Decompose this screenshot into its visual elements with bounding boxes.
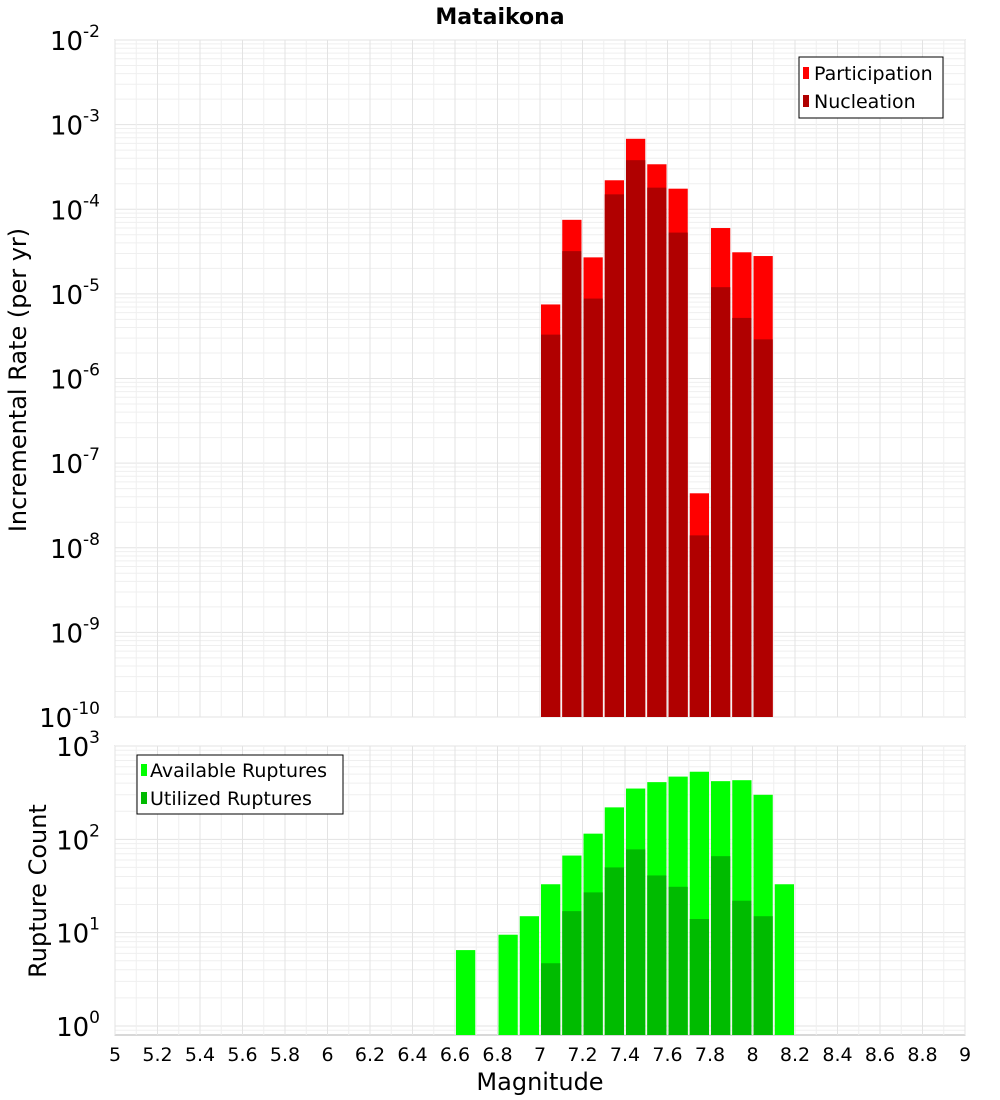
y-tick-label: 100 [56,1008,100,1043]
x-tick-label: 7.2 [567,1044,597,1066]
bar-nucleation [647,187,667,717]
bar-utilized-ruptures [647,875,667,1035]
top-y-axis-label: Incremental Rate (per yr) [4,228,32,532]
x-tick-label: 8.2 [780,1044,810,1066]
legend-label-utilized: Utilized Ruptures [150,788,312,810]
y-tick-label: 10-5 [50,276,100,311]
legend-swatch-utilized [141,792,147,804]
x-tick-label: 8.8 [907,1044,937,1066]
y-tick-label: 10-9 [50,614,100,649]
bottom-y-axis-label: Rupture Count [24,804,52,978]
bar-utilized-ruptures [753,916,773,1035]
bar-available-ruptures [519,916,539,1035]
bar-available-ruptures [774,884,794,1035]
bar-utilized-ruptures [604,867,624,1035]
bar-utilized-ruptures [732,900,752,1035]
x-tick-label: 6.6 [440,1044,470,1066]
top-gridlines [114,39,966,718]
bar-available-ruptures [498,934,518,1035]
bar-nucleation [668,232,688,717]
bar-nucleation [583,298,603,717]
bar-utilized-ruptures [668,886,688,1035]
x-tick-label: 7.6 [652,1044,682,1066]
bar-nucleation [689,535,709,717]
x-tick-label: 8 [746,1044,758,1066]
x-tick-labels: 5 5.2 5.4 5.6 5.8 6 6.2 6.4 6.6 6.8 7 7.2 7.4 7.6 7.8 8… [109,1044,971,1066]
top-legend-box [798,56,944,119]
y-tick-label: 10-6 [50,361,100,396]
y-tick-label: 103 [56,728,100,763]
bottom-legend: Available Ruptures Utilized Ruptures [136,754,344,815]
bar-nucleation [711,287,731,717]
bar-utilized-ruptures [626,849,646,1035]
legend-swatch-participation [803,67,809,79]
x-tick-label: 8.4 [822,1044,852,1066]
bar-utilized-ruptures [689,919,709,1035]
y-tick-label: 101 [56,915,100,950]
bar-available-ruptures [456,950,476,1035]
bottom-legend-box [136,754,344,815]
top-bars [541,138,773,718]
bar-nucleation [732,317,752,717]
bar-utilized-ruptures [562,911,582,1035]
x-tick-label: 5.2 [142,1044,172,1066]
y-tick-label: 10-10 [39,699,100,734]
x-tick-label: 9 [959,1044,971,1066]
bar-nucleation [541,334,561,717]
bottom-panel: 100 101 102 103 5 5.2 5.4 5.6 5.8 6 6.2 6.4 6.6 6.8 7… [24,728,971,1096]
bar-utilized-ruptures [541,963,561,1035]
x-tick-label: 7.4 [610,1044,640,1066]
top-y-tick-labels: 10-10 10-9 10-8 10-7 10-6 10-5 10-4 10-3 10-2 [39,22,100,734]
x-tick-label: 5.8 [270,1044,300,1066]
bottom-bars [456,771,794,1035]
y-tick-label: 102 [56,821,100,856]
bar-nucleation [626,160,646,718]
bar-nucleation [604,194,624,718]
x-tick-label: 5.6 [227,1044,257,1066]
x-tick-label: 8.6 [865,1044,895,1066]
x-tick-label: 7.8 [695,1044,725,1066]
y-tick-label: 10-4 [50,191,100,226]
chart-title: Mataikona [435,5,564,30]
legend-label-available: Available Ruptures [150,760,327,782]
x-tick-label: 7 [534,1044,546,1066]
x-tick-label: 5.4 [185,1044,215,1066]
bar-utilized-ruptures [583,892,603,1035]
y-tick-label: 10-2 [50,22,100,57]
y-tick-label: 10-7 [50,445,100,480]
top-legend: Participation Nucleation [798,56,944,119]
x-tick-label: 6 [321,1044,333,1066]
bar-utilized-ruptures [711,856,731,1035]
x-tick-label: 5 [109,1044,121,1066]
y-tick-label: 10-3 [50,107,100,142]
x-axis-label: Magnitude [476,1068,603,1096]
x-tick-label: 6.2 [355,1044,385,1066]
bar-nucleation [753,339,773,717]
x-tick-label: 6.4 [397,1044,427,1066]
y-tick-label: 10-8 [50,530,100,565]
legend-label-participation: Participation [814,63,933,85]
bottom-y-tick-labels: 100 101 102 103 [56,728,100,1043]
legend-swatch-available [141,764,147,776]
top-panel: 10-10 10-9 10-8 10-7 10-6 10-5 10-4 10-3 10-2 In… [4,22,966,734]
legend-swatch-nucleation [803,95,809,107]
legend-label-nucleation: Nucleation [814,91,916,113]
bar-nucleation [562,251,582,717]
x-tick-label: 6.8 [482,1044,512,1066]
